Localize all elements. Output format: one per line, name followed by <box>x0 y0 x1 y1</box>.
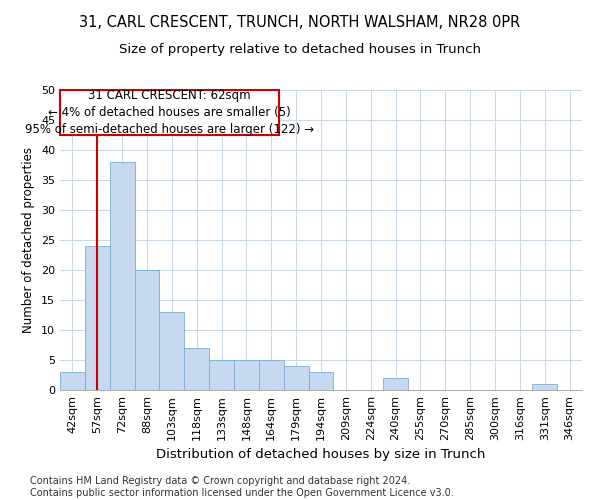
Bar <box>184 348 209 390</box>
Bar <box>308 372 334 390</box>
FancyBboxPatch shape <box>60 90 279 135</box>
Bar <box>383 378 408 390</box>
Text: 31, CARL CRESCENT, TRUNCH, NORTH WALSHAM, NR28 0PR: 31, CARL CRESCENT, TRUNCH, NORTH WALSHAM… <box>79 15 521 30</box>
Text: Size of property relative to detached houses in Trunch: Size of property relative to detached ho… <box>119 42 481 56</box>
Bar <box>85 246 110 390</box>
Bar <box>532 384 557 390</box>
Bar <box>110 162 134 390</box>
Y-axis label: Number of detached properties: Number of detached properties <box>22 147 35 333</box>
Bar <box>60 372 85 390</box>
X-axis label: Distribution of detached houses by size in Trunch: Distribution of detached houses by size … <box>157 448 485 462</box>
Bar <box>160 312 184 390</box>
Bar <box>284 366 308 390</box>
Bar <box>134 270 160 390</box>
Bar <box>234 360 259 390</box>
Bar <box>259 360 284 390</box>
Text: Contains HM Land Registry data © Crown copyright and database right 2024.
Contai: Contains HM Land Registry data © Crown c… <box>30 476 454 498</box>
Text: 31 CARL CRESCENT: 62sqm
← 4% of detached houses are smaller (5)
95% of semi-deta: 31 CARL CRESCENT: 62sqm ← 4% of detached… <box>25 89 314 136</box>
Bar <box>209 360 234 390</box>
